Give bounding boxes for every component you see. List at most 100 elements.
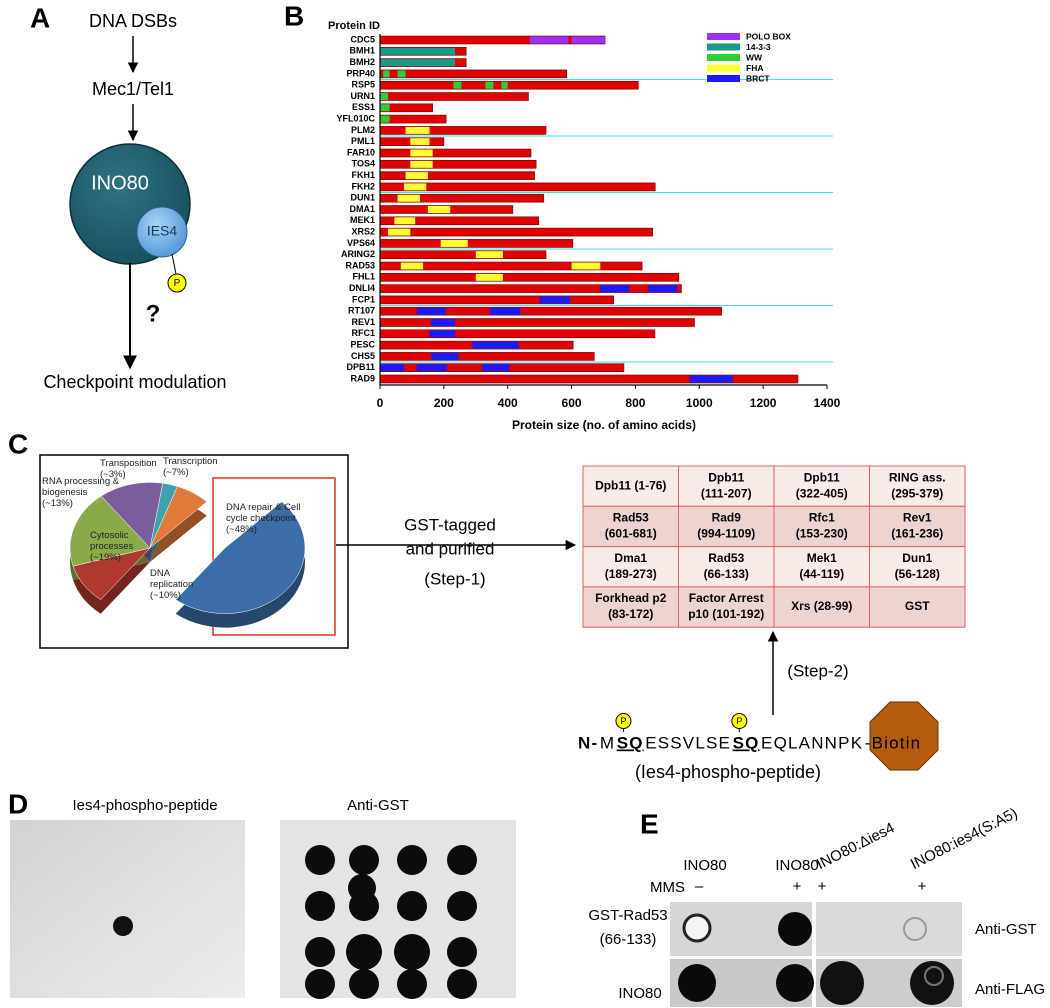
blot-dot — [397, 891, 427, 921]
pie-category: Transcription — [163, 456, 218, 467]
row-label: CHS5 — [351, 351, 375, 361]
row-label: CDC5 — [350, 34, 375, 44]
row-label: REV1 — [351, 317, 375, 327]
domain-segment — [600, 285, 630, 293]
blot-dot — [678, 964, 716, 1002]
bar — [379, 329, 656, 339]
domain-segment — [482, 364, 510, 372]
legend-label: FHA — [746, 63, 763, 73]
domain-segment — [453, 81, 462, 89]
panel-label: A — [30, 2, 50, 33]
bar — [379, 148, 532, 158]
pie-label: RNA processing & biogenesis (~13%) — [42, 476, 137, 509]
bar — [379, 250, 547, 259]
phospho-label: P — [736, 716, 742, 726]
blot-sheen — [924, 966, 944, 986]
blot-title: Ies4-phospho-peptide — [72, 797, 217, 814]
bar — [379, 239, 574, 248]
bar — [379, 92, 529, 101]
domain-segment — [387, 228, 411, 236]
cell-text: (83-172) — [608, 607, 653, 621]
y-header: Protein ID — [328, 20, 380, 32]
domain-segment — [648, 285, 677, 293]
cell-text: Rfc1 — [809, 511, 835, 525]
dot-blot — [10, 820, 245, 998]
mms-sign: + — [818, 878, 827, 895]
blot-dot — [305, 937, 335, 967]
pie-category: RNA processing & biogenesis — [42, 476, 120, 498]
blot-dot — [349, 969, 379, 999]
pie-tops — [69, 482, 306, 614]
pie-value-label: (~19%) — [90, 552, 121, 563]
row-label: BMH1 — [349, 46, 375, 56]
pie-value-label: (~13%) — [42, 498, 73, 509]
bar — [379, 295, 615, 305]
domain-segment — [405, 126, 430, 134]
domain-segment — [571, 262, 601, 270]
bar — [379, 318, 695, 327]
blot-dot — [305, 969, 335, 999]
domain-segment — [383, 70, 390, 78]
row-label: RFC1 — [351, 328, 375, 338]
bar — [379, 114, 447, 124]
bar — [379, 272, 680, 282]
phospho-label: P — [174, 278, 181, 289]
pie-label: DNA replication (~10%) — [150, 568, 210, 601]
domain-segment — [530, 36, 569, 44]
domain-segment — [501, 81, 508, 89]
mms-sign: + — [918, 878, 927, 895]
row-label: FHL1 — [353, 272, 376, 282]
pie-label: DNA repair & Cell cycle checkpoint (~48%) — [226, 502, 314, 535]
cell-text: (56-128) — [895, 567, 940, 581]
phospho-motif: SQ — [733, 733, 760, 752]
cell-text: (66-133) — [704, 567, 749, 581]
row-label: DUN1 — [350, 193, 375, 203]
blot-dot — [447, 937, 477, 967]
peptide-text: M — [600, 733, 615, 752]
domain-segment — [380, 115, 390, 123]
cell-text: (994-1109) — [697, 527, 755, 541]
domain-segment — [405, 172, 428, 180]
row-label: ARING2 — [341, 249, 375, 259]
row-label: RAD53 — [345, 260, 375, 270]
legend-swatch — [707, 33, 740, 40]
cell-text: p10 (101-192) — [688, 607, 764, 621]
x-tick-label: 1000 — [686, 396, 713, 410]
row-label: DNLI4 — [349, 283, 375, 293]
peptide-text: N- — [578, 733, 598, 752]
pie-slice — [175, 501, 306, 614]
phospho-circle — [615, 713, 632, 729]
pie-frame — [39, 454, 349, 649]
legend-swatch — [707, 75, 740, 82]
row-label: PESC — [350, 339, 375, 349]
cell-text: (44-119) — [799, 567, 844, 581]
blot-dot — [113, 916, 133, 936]
domain-segment — [410, 149, 433, 157]
domain-segment — [475, 251, 503, 259]
pie-value-label: (~48%) — [226, 524, 257, 535]
legend-label: POLO BOX — [746, 31, 791, 41]
row-label: RT107 — [348, 306, 375, 316]
domain-segment — [380, 47, 456, 55]
highlight-box — [212, 477, 336, 636]
cell-text: RING ass. — [889, 470, 946, 484]
mms-sign: – — [695, 878, 704, 895]
table-cell — [869, 586, 966, 628]
blot-dot — [397, 969, 427, 999]
antibody-label: Anti-GST — [975, 921, 1037, 938]
domain-segment — [485, 81, 494, 89]
x-tick-label: 400 — [498, 396, 518, 410]
cell-text: Rad53 — [708, 551, 744, 565]
pie-slice — [69, 495, 151, 567]
blot-dot — [348, 874, 376, 902]
table-cell — [869, 505, 966, 548]
cell-text: Factor Arrest — [689, 591, 764, 605]
row-label: PML1 — [351, 136, 375, 146]
phospho-motif: SQ — [617, 733, 644, 752]
domain-segment — [403, 183, 427, 191]
bar — [379, 80, 639, 90]
row-label: XRS2 — [351, 226, 375, 236]
node-label: DNA DSBs — [89, 11, 177, 31]
phospho-link — [171, 253, 177, 275]
